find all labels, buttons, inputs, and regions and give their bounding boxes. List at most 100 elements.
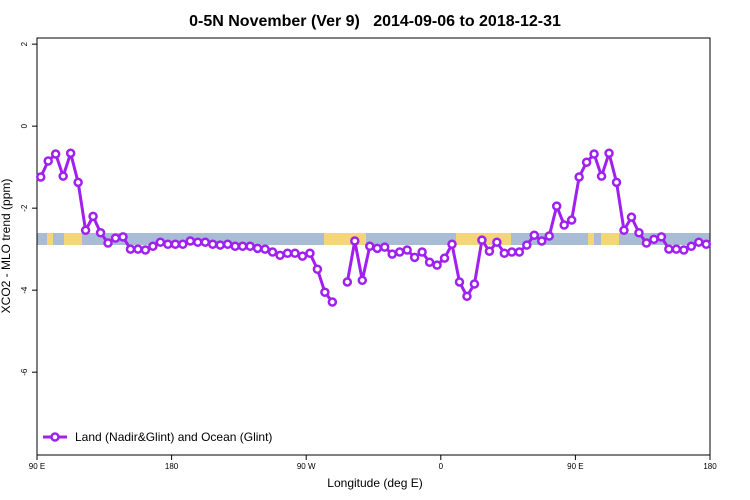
data-point [424,257,435,268]
data-point [447,239,457,249]
y-tick-label: -6 [20,368,29,376]
y-tick-label: -4 [20,286,29,294]
data-point [671,244,682,254]
data-point [566,215,577,225]
data-point [462,291,472,302]
x-tick-label: 0 [439,462,444,471]
data-point [230,241,240,252]
data-point [694,237,704,247]
data-point [619,225,629,236]
x-tick-label: 90 E [29,462,45,471]
data-point [417,247,427,257]
y-tick-label: 0 [20,123,29,128]
data-point [125,244,136,254]
y-tick-label: -2 [20,204,29,212]
data-point [596,171,607,181]
data-point [73,177,83,188]
data-point [641,238,652,248]
data-point [267,247,278,257]
data-point [379,242,390,252]
data-point [118,232,128,242]
data-point [701,239,712,249]
data-point [193,237,203,247]
legend-marker [50,432,60,442]
data-point [215,240,225,250]
data-point [207,239,218,249]
data-point [387,249,397,259]
data-point [327,297,338,307]
data-point [275,250,285,261]
surface-band [37,233,710,245]
data-point [357,275,368,286]
data-point [110,233,121,243]
data-point [140,245,151,255]
data-point [649,234,659,245]
data-point [544,231,554,241]
data-point [155,237,166,247]
x-tick-label: 180 [703,462,717,471]
data-point [35,172,46,182]
x-tick-label: 90 W [297,462,316,471]
data-point [522,240,532,250]
legend-label: Land (Nadir&Glint) and Ocean (Glint) [75,430,272,444]
data-point [656,232,667,242]
data-point [454,277,465,287]
y-axis-title: XCO2 - MLO trend (ppm) [0,179,13,314]
data-point [499,248,510,259]
data-point [492,237,502,247]
data-point [103,238,113,248]
data-point [469,279,480,289]
data-point [178,239,188,249]
data-point [133,244,143,254]
data-point [574,172,584,182]
data-point [537,236,547,246]
data-point [551,201,562,211]
data-point [559,220,569,230]
data-point [529,230,540,240]
data-point [365,241,375,252]
data-point [589,149,599,159]
data-point [372,243,382,254]
chart-title: 0-5N November (Ver 9) 2014-09-06 to 2018… [189,13,561,30]
data-point [290,248,300,259]
data-point [245,241,255,252]
data-point [409,252,420,263]
data-point [222,239,233,249]
data-point [95,228,106,238]
data-point [58,171,68,181]
data-point [312,264,323,275]
data-point [679,245,689,255]
data-point [439,253,450,263]
data-point [514,247,525,257]
data-point [260,244,270,254]
data-point [432,260,442,270]
data-point [402,245,412,255]
data-point [611,177,622,188]
data-point [43,156,53,166]
data-point [148,241,158,252]
data-point [581,157,592,167]
data-point [185,236,196,246]
data-point [163,239,173,249]
data-point [604,148,614,158]
data-point [350,236,360,246]
data-point [200,237,210,247]
data-point [80,225,91,236]
data-point [484,246,495,256]
data-point [282,248,293,259]
data-point [320,287,330,297]
data-point [634,228,644,238]
data-point [237,241,248,252]
data-point [88,211,98,222]
series-line [39,147,707,303]
x-tick-label: 90 E [567,462,583,471]
y-tick-label: 2 [20,41,29,46]
x-axis-title: Longitude (deg E) [327,476,422,490]
data-point [170,239,181,249]
data-point [252,243,263,254]
data-point [342,277,353,287]
data-point [507,247,517,257]
data-point [686,241,697,252]
data-point [305,248,315,259]
